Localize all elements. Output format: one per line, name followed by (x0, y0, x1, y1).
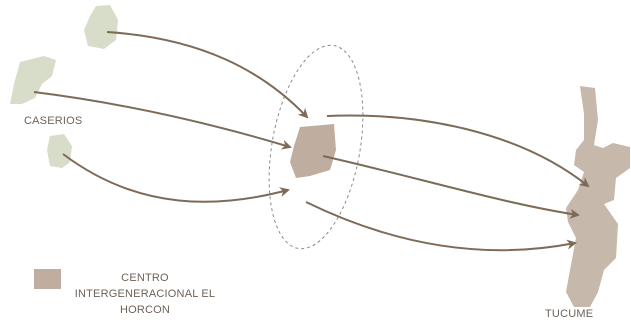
legend-label-line-3: HORCON (120, 304, 170, 316)
legend-swatch (34, 269, 61, 289)
caserio-shape-2 (10, 56, 56, 104)
horcon-center-shape (290, 124, 336, 178)
tucume-label: TUCUME (545, 308, 593, 320)
caserio-shape-3 (47, 134, 72, 168)
influence-area-ellipse (268, 44, 364, 250)
arrow-caserio2-to-center (33, 91, 292, 150)
arrow-caserio3-to-center (62, 153, 290, 203)
legend-label-line-1: CENTRO (121, 272, 169, 284)
caserio-shape-1 (84, 5, 118, 49)
arrow-caserio1-to-center (106, 31, 309, 119)
tucume-shape (566, 86, 630, 307)
caserios-label: CASERIOS (24, 115, 82, 127)
arrow-center-to-tucume-3 (305, 201, 577, 252)
legend-label-line-2: INTERGENERACIONAL EL (75, 288, 216, 300)
arrow-center-to-tucume-2 (322, 155, 580, 219)
arrow-center-to-tucume-1 (326, 114, 590, 188)
